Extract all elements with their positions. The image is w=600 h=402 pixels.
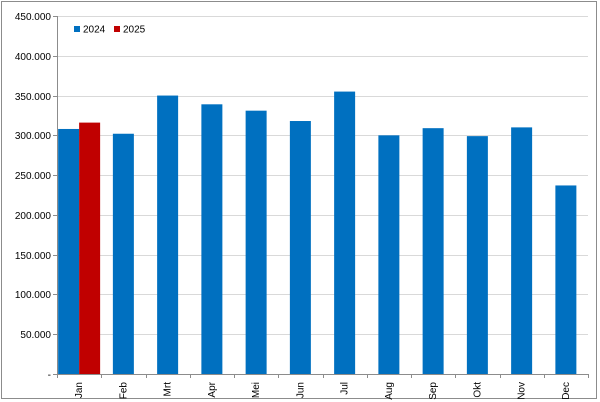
y-tick-label: 100.000	[15, 290, 52, 301]
legend: 2024 2025	[74, 25, 146, 36]
bars	[58, 91, 577, 375]
bar-2024-nov	[511, 127, 533, 374]
legend-label-2024: 2024	[83, 25, 106, 36]
y-axis-tick-labels: - 50.000 100.000 150.000 200.000 250.000 300.0…	[15, 12, 52, 381]
legend-swatch-2025	[114, 26, 120, 32]
x-tick-label-jun: Jun	[295, 382, 306, 398]
y-tick-label: 200.000	[15, 211, 52, 222]
bar-2024-aug	[378, 135, 400, 374]
bar-2024-dec	[555, 185, 577, 374]
x-tick-label-nov: Nov	[517, 382, 528, 400]
x-tick-label-dec: Dec	[561, 382, 572, 400]
x-tick-label-aug: Aug	[384, 382, 395, 400]
x-tick-label-feb: Feb	[118, 382, 129, 400]
gridlines	[57, 16, 588, 335]
y-tick-label: 50.000	[20, 330, 51, 341]
bar-2024-sep	[422, 128, 444, 374]
bar-2024-mrt	[157, 95, 179, 375]
bar-2024-jun	[289, 121, 311, 374]
x-tick-label-okt: Okt	[472, 382, 483, 398]
y-tick-label: -	[48, 370, 51, 381]
x-tick-label-sep: Sep	[428, 382, 439, 400]
y-tick-label: 400.000	[15, 52, 52, 63]
x-tick-label-mei: Mei	[251, 382, 262, 398]
bar-2025-jan	[79, 122, 101, 374]
x-tick-label-apr: Apr	[207, 381, 218, 397]
bar-2024-feb	[112, 133, 134, 374]
legend-swatch-2024	[74, 26, 80, 32]
y-tick-label: 250.000	[15, 171, 52, 182]
bar-2024-apr	[201, 104, 223, 374]
y-tick-label: 300.000	[15, 131, 52, 142]
y-tick-label: 150.000	[15, 251, 52, 262]
y-tick-label: 350.000	[15, 92, 52, 103]
x-tick-label-mrt: Mrt	[163, 382, 174, 397]
axes	[53, 16, 589, 378]
legend-label-2025: 2025	[123, 25, 146, 36]
x-axis-tick-labels: Jan Feb Mrt Apr Mei Jun Jul Aug Sep Okt Nov Dec	[74, 381, 572, 399]
bar-2024-mei	[245, 110, 267, 374]
x-tick-label-jan: Jan	[74, 382, 85, 398]
bar-2024-okt	[466, 136, 488, 374]
bar-2024-jan	[58, 128, 80, 374]
y-tick-label: 450.000	[15, 12, 52, 23]
x-tick-label-jul: Jul	[340, 382, 351, 395]
bar-2024-jul	[334, 91, 356, 375]
